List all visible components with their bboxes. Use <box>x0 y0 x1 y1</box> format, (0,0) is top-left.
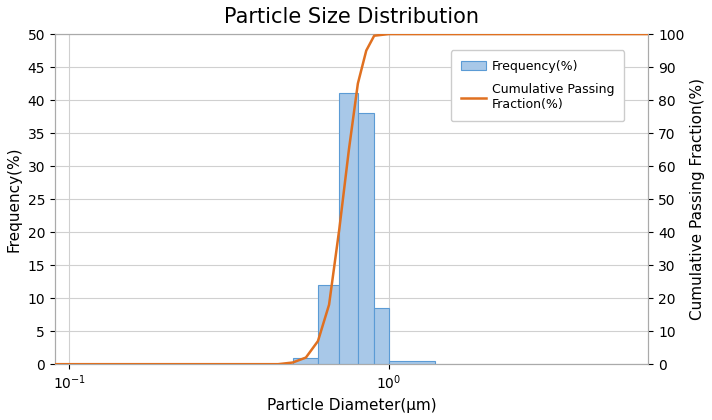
Legend: Frequency(%), Cumulative Passing
Fraction(%): Frequency(%), Cumulative Passing Fractio… <box>451 50 624 121</box>
Bar <box>358 113 375 364</box>
Bar <box>389 361 436 364</box>
Bar <box>375 308 389 364</box>
Y-axis label: Cumulative Passing Fraction(%): Cumulative Passing Fraction(%) <box>690 78 705 320</box>
Bar <box>293 357 318 364</box>
Y-axis label: Frequency(%): Frequency(%) <box>7 146 22 252</box>
Title: Particle Size Distribution: Particle Size Distribution <box>224 7 479 27</box>
X-axis label: Particle Diameter(μm): Particle Diameter(μm) <box>267 398 436 413</box>
Bar <box>318 285 340 364</box>
Bar <box>340 94 358 364</box>
